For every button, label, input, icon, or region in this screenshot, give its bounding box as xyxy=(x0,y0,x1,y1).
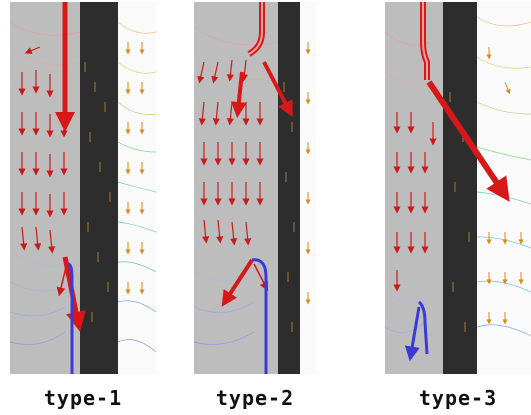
field-plot-type-1 xyxy=(10,2,156,374)
caption-type-1: type-1 xyxy=(43,386,123,410)
field-plot-type-2 xyxy=(194,2,316,374)
caption-type-2: type-2 xyxy=(215,386,295,410)
panel-type-3 xyxy=(385,2,531,374)
panel-type-2 xyxy=(194,2,316,374)
field-plot-type-3 xyxy=(385,2,531,374)
caption-type-3: type-3 xyxy=(418,386,498,410)
panel-type-1 xyxy=(10,2,156,374)
